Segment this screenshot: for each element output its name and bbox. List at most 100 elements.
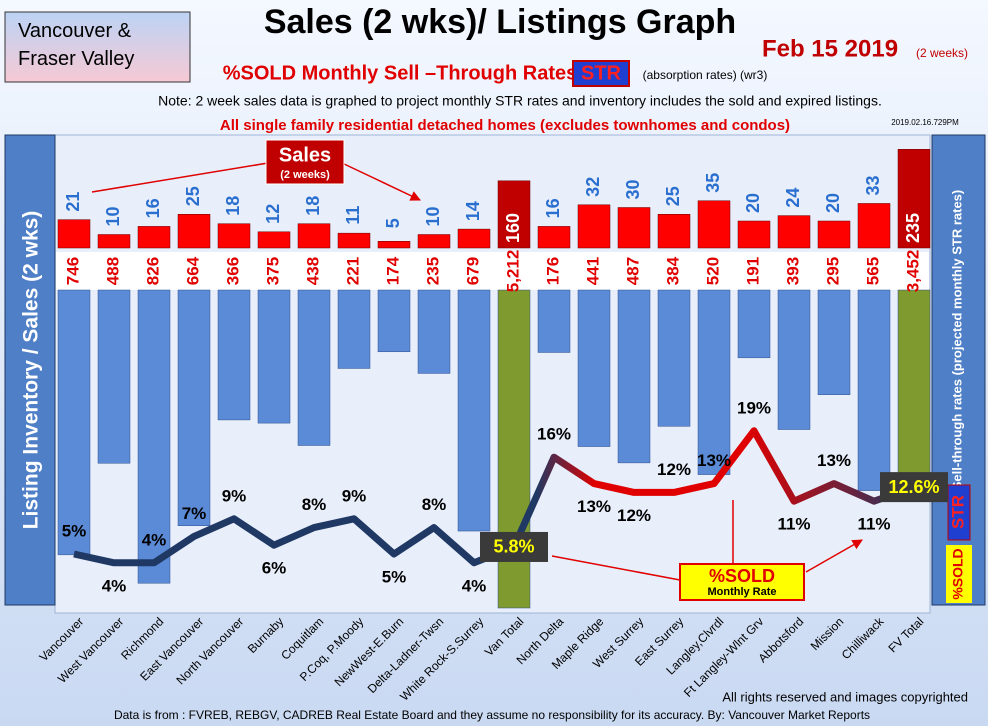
listing-bar — [97, 289, 131, 464]
str-label: 11% — [857, 515, 890, 534]
listing-bar — [137, 289, 171, 584]
str-label: 4% — [462, 576, 487, 595]
listing-bar — [857, 289, 891, 491]
listing-label: 295 — [823, 257, 842, 285]
listing-label: 565 — [863, 257, 882, 285]
subtitle-badge: STR — [581, 62, 622, 84]
sales-label: 235 — [903, 213, 923, 243]
listing-bar — [777, 289, 811, 430]
listing-bar — [337, 289, 371, 369]
str-label: 4% — [142, 530, 167, 549]
footer: Data is from : FVREB, REBGV, CADREB Real… — [114, 708, 870, 722]
side-badge: %SOLD — [950, 548, 966, 599]
footer: All rights reserved and images copyright… — [722, 689, 968, 704]
sales-label: 33 — [863, 175, 883, 195]
callout-arrow — [551, 500, 862, 581]
callouts: Sales (2 weeks) %SOLD Monthly Rate — [91, 139, 862, 601]
listing-label: 3,452 — [903, 250, 922, 293]
listing-label: 438 — [303, 257, 322, 285]
str-label: 13% — [697, 451, 731, 470]
listing-bar — [657, 289, 691, 427]
sales-bar — [697, 200, 731, 249]
subtitle-note: (absorption rates) (wr3) — [643, 68, 768, 82]
callout-title: %SOLD — [709, 566, 775, 586]
sales-label: 14 — [463, 201, 483, 221]
sales-label: 35 — [703, 173, 723, 193]
str-label: 16% — [537, 425, 571, 444]
str-label: 8% — [422, 495, 447, 514]
str-total-box — [480, 531, 548, 562]
str-label: 12% — [617, 506, 651, 525]
str-label: 4% — [102, 576, 127, 595]
left-panel — [4, 134, 56, 606]
sales-label: 16 — [143, 198, 163, 218]
listing-bar — [897, 289, 931, 501]
listing-bar — [217, 289, 251, 421]
listing-bar — [177, 289, 211, 526]
subtitle: %SOLD Monthly Sell –Through Rates — [223, 62, 577, 84]
callout-box — [265, 139, 345, 185]
sales-bar — [137, 226, 171, 249]
str-label: 5% — [62, 521, 87, 540]
listing-label: 235 — [423, 257, 442, 285]
side-badge-box — [947, 484, 971, 541]
sales-label: 12 — [263, 204, 283, 224]
chart-title: Sales (2 wks)/ Listings Graph — [264, 3, 736, 41]
date-note: (2 weeks) — [916, 46, 968, 60]
listing-label: 679 — [463, 257, 482, 285]
listing-bar — [577, 289, 611, 447]
sales-bar — [657, 214, 691, 249]
sales-label: 25 — [663, 186, 683, 206]
sales-bar — [617, 207, 651, 249]
sales-bar — [217, 223, 251, 249]
str-label: 7% — [182, 504, 207, 523]
sales-label: 160 — [503, 213, 523, 243]
sales-bar — [497, 180, 531, 249]
sales-bar — [257, 231, 291, 249]
sales-bar — [777, 215, 811, 249]
listing-label: 384 — [663, 256, 682, 285]
callout-text: (2 weeks) — [280, 169, 330, 181]
scope: All single family residential detached h… — [220, 117, 790, 134]
listing-label: 221 — [343, 257, 362, 285]
sales-bar — [417, 234, 451, 249]
listing-bar — [537, 289, 571, 353]
str-label: 9% — [342, 486, 367, 505]
listing-bar — [617, 289, 651, 464]
sales-bar — [577, 204, 611, 249]
y2-axis-label: Sell-through rates (projected monthly ST… — [949, 190, 964, 491]
str-total-label: 5.8% — [493, 537, 534, 557]
sales-label: 30 — [623, 179, 643, 199]
sales-bar — [97, 234, 131, 249]
str-total-box — [880, 472, 948, 503]
sales-bar — [457, 228, 491, 249]
region-box — [4, 11, 191, 83]
listing-label: 488 — [103, 257, 122, 285]
sales-label: 20 — [743, 193, 763, 213]
listing-label: 5,212 — [503, 250, 522, 293]
str-label: 19% — [737, 398, 771, 417]
sales-bar — [57, 219, 91, 249]
listing-label: 366 — [223, 257, 242, 285]
sales-label: 21 — [63, 192, 83, 212]
sales-bar — [817, 220, 851, 249]
sales-label: 10 — [423, 206, 443, 226]
sales-bar — [897, 149, 931, 249]
sales-label: 32 — [583, 177, 603, 197]
side-badge: STR — [948, 495, 967, 529]
listing-bar — [697, 289, 731, 475]
sales-label: 5 — [383, 218, 403, 228]
listing-label: 441 — [583, 257, 602, 285]
listing-bar — [57, 289, 91, 556]
listing-bar — [417, 289, 451, 374]
str-total-label: 12.6% — [888, 477, 939, 497]
sales-bar — [177, 214, 211, 249]
sales-label: 16 — [543, 198, 563, 218]
sales-bar — [737, 220, 771, 249]
str-label: 9% — [222, 486, 247, 505]
sales-label: 25 — [183, 186, 203, 206]
str-label: 13% — [817, 451, 851, 470]
str-label: 11% — [777, 515, 810, 534]
str-label: 6% — [262, 559, 287, 578]
